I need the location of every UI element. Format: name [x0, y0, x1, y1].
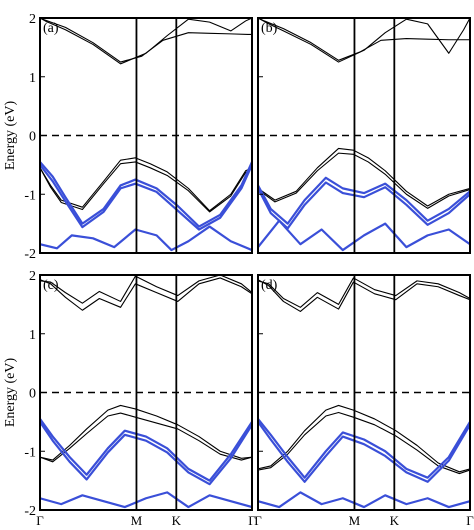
- panel-2-ytick-label-2: 0: [29, 387, 36, 402]
- panel-2-band-4: [40, 418, 252, 482]
- panel-3-band-5: [258, 421, 470, 483]
- panel-3-xtick-label-0: Γ: [254, 513, 262, 528]
- panel-0-ytick-label-1: 1: [29, 71, 36, 86]
- panel-3-band-4: [258, 418, 470, 479]
- panel-3-label: (d): [261, 278, 278, 293]
- panel-3-band-6: [258, 491, 470, 509]
- panel-3-xtick-label-2: K: [390, 513, 400, 528]
- panel-2-band-5: [40, 421, 252, 486]
- panel-3-band-2: [258, 404, 470, 473]
- panel-2-ytick-label-3: -1: [24, 445, 36, 460]
- panel-0-band-6: [40, 225, 252, 252]
- panel-3-xtick-label-3: Γ: [466, 513, 474, 528]
- panel-1-band-6: [258, 219, 470, 252]
- panel-2-ytick-label-4: -2: [24, 504, 36, 519]
- panel-2-ylabel: Energy (eV): [3, 358, 18, 428]
- panel-2-band-6: [40, 491, 252, 509]
- panel-2-label: (c): [43, 278, 59, 293]
- panel-0-band-5: [40, 164, 252, 231]
- panel-1-label: (b): [261, 21, 278, 36]
- panel-2-band-0: [40, 275, 252, 304]
- panel-0-band-3: [40, 161, 252, 213]
- panel-3-band-0: [258, 277, 470, 308]
- panel-3-band-1: [258, 279, 470, 312]
- panel-0-label: (a): [43, 21, 59, 36]
- panel-1-band-2: [258, 147, 470, 207]
- panel-1-band-3: [258, 152, 470, 209]
- panel-2-xtick-label-2: K: [172, 513, 182, 528]
- panel-2-ytick-label-0: 2: [29, 269, 36, 284]
- panel-1-band-1: [258, 18, 470, 63]
- panel-3-xtick-label-1: M: [349, 513, 361, 528]
- panel-1-band-4: [258, 176, 470, 225]
- panel-0-ylabel: Energy (eV): [3, 101, 18, 171]
- panel-0-band-4: [40, 161, 252, 228]
- panel-2-band-2: [40, 404, 252, 461]
- panel-2-band-3: [40, 412, 252, 463]
- panel-0-ytick-label-4: -2: [24, 247, 36, 262]
- panel-2-xtick-label-3: Γ: [248, 513, 256, 528]
- panel-2-xtick-label-0: Γ: [36, 513, 44, 528]
- panel-2-ytick-label-1: 1: [29, 328, 36, 343]
- panel-0-ytick-label-2: 0: [29, 130, 36, 145]
- panel-0-ytick-label-0: 2: [29, 12, 36, 27]
- panel-0-band-1: [40, 18, 252, 65]
- panel-2-xtick-label-1: M: [131, 513, 143, 528]
- panel-2-band-1: [40, 277, 252, 311]
- panel-0-ytick-label-3: -1: [24, 188, 36, 203]
- panel-0-band-0: [40, 18, 252, 63]
